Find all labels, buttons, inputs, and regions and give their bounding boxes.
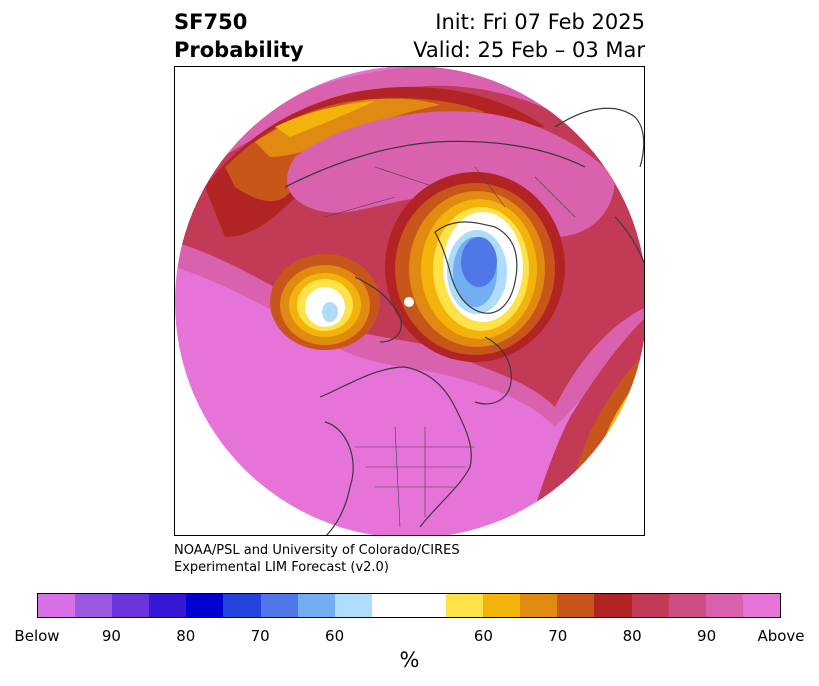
colorbar-segment <box>705 594 743 617</box>
colorbar-segment <box>38 594 76 617</box>
colorbar-segment <box>594 594 632 617</box>
europe-coastline <box>554 107 644 168</box>
borders <box>324 166 576 528</box>
colorbar-segment <box>112 594 150 617</box>
coastlines <box>284 107 644 535</box>
colorbar-tick-label: 60 <box>325 627 345 645</box>
colorbar-segment <box>408 594 447 617</box>
colorbar-segment <box>149 594 187 617</box>
greenland-coastline <box>434 221 518 314</box>
colorbar-ticks: Below 90 80 70 60 60 70 80 90 Above <box>14 627 804 645</box>
valid-range: Valid: 25 Feb – 03 Mar <box>413 38 645 62</box>
us-state-borders <box>355 426 475 528</box>
colorbar-segment <box>631 594 669 617</box>
credit-line-2: Experimental LIM Forecast (v2.0) <box>174 560 389 575</box>
colorbar-segment <box>186 594 224 617</box>
region-above-60-north <box>275 101 375 137</box>
field-name: Probability <box>174 38 304 62</box>
colorbar-segment <box>446 594 484 617</box>
north-pole-marker <box>404 297 414 307</box>
probability-field <box>175 67 644 535</box>
colorbar-segment <box>742 594 780 617</box>
colorbar-segment <box>297 594 335 617</box>
colorbar <box>37 593 781 618</box>
colorbar-tick-label: 80 <box>176 627 196 645</box>
colorbar-tick-label: Below <box>14 627 60 645</box>
region-above-65-north <box>255 98 440 157</box>
north-america-coastline <box>319 366 472 528</box>
colorbar-tick-label: 70 <box>548 627 568 645</box>
colorbar-segment <box>668 594 706 617</box>
colorbar-tick-label: 60 <box>473 627 493 645</box>
polar-map-svg <box>175 67 644 535</box>
colorbar-segment <box>75 594 113 617</box>
eurasia-arctic-coastline <box>284 140 586 188</box>
colorbar-segment <box>260 594 298 617</box>
colorbar-segment <box>334 594 372 617</box>
colorbar-segment <box>557 594 595 617</box>
variable-name: SF750 <box>174 10 248 34</box>
colorbar-segment <box>520 594 558 617</box>
init-date: Init: Fri 07 Feb 2025 <box>435 10 645 34</box>
forecast-map <box>174 66 645 536</box>
scandinavia-coastline <box>614 216 644 264</box>
colorbar-tick-label: 70 <box>250 627 270 645</box>
region-below-80-greenland <box>461 237 497 287</box>
colorbar-segment <box>371 594 409 617</box>
colorbar-unit: % <box>399 648 420 672</box>
colorbar-tick-label: 90 <box>101 627 121 645</box>
hudson-bay-coastline <box>474 336 512 405</box>
west-coast-coastline <box>324 421 354 535</box>
credit-text: NOAA/PSL and University of Colorado/CIRE… <box>174 542 460 576</box>
map-title-right: Init: Fri 07 Feb 2025 Valid: 25 Feb – 03… <box>413 8 645 64</box>
colorbar-tick-label: Above <box>757 627 805 645</box>
colorbar-tick-label: 80 <box>622 627 642 645</box>
arctic-archipelago-coastline <box>354 276 402 343</box>
eurasia-borders <box>324 166 576 218</box>
colorbar-tick-label: 90 <box>697 627 717 645</box>
credit-line-1: NOAA/PSL and University of Colorado/CIRE… <box>174 543 460 558</box>
map-title-left: SF750 Probability <box>174 8 304 64</box>
colorbar-segment <box>483 594 521 617</box>
colorbar-segment <box>223 594 261 617</box>
region-below-60-west <box>322 302 338 322</box>
